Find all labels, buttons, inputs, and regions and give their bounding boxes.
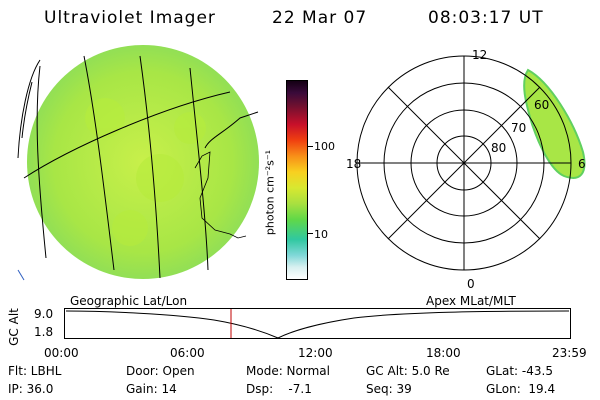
gain-readout: Gain: 14 <box>126 382 177 396</box>
polar-grid <box>356 55 572 271</box>
mlt-label-0: 0 <box>467 277 475 291</box>
gc-alt-readout: GC Alt: 5.0 Re <box>366 364 450 378</box>
apex-caption: Apex MLat/MLT <box>426 294 516 308</box>
geo-lat-readout: GLat: -43.5 <box>486 364 553 378</box>
door-readout: Door: Open <box>126 364 195 378</box>
altitude-curve <box>65 310 570 339</box>
colorbar-tick-label: 100 <box>314 140 335 153</box>
imager-title: Ultraviolet Imager <box>44 8 216 28</box>
mlat-label-80: 80 <box>491 141 507 155</box>
geographic-caption: Geographic Lat/Lon <box>70 294 188 308</box>
mlat-label-70: 70 <box>511 121 527 135</box>
mlt-label-6: 6 <box>578 157 586 171</box>
geo-lon-readout: GLon: 19.4 <box>486 382 556 396</box>
observation-date: 22 Mar 07 <box>272 8 368 28</box>
lat-lon-grid <box>17 55 231 279</box>
altitude-timeline <box>64 308 571 339</box>
coastline-fragment <box>17 269 25 281</box>
auroral-oval <box>523 68 586 179</box>
colorbar-tick-10 <box>308 233 313 234</box>
colorbar-unit-label: photon cm⁻²s⁻¹ <box>263 149 277 236</box>
ip-readout: IP: 36.0 <box>8 382 54 396</box>
altitude-axis-label: GC Alt <box>7 308 21 346</box>
time-tick-label: 23:59 <box>552 346 587 360</box>
polar-mlt-plot <box>356 55 586 271</box>
mlt-label-18: 18 <box>346 157 362 171</box>
time-tick-label: 18:00 <box>426 346 461 360</box>
altitude-min-label: 1.8 <box>34 325 54 339</box>
colorbar-tick-100 <box>308 146 313 147</box>
mode-readout: Mode: Normal <box>246 364 330 378</box>
mlat-label-60: 60 <box>534 98 550 112</box>
colorbar-tick-label: 10 <box>314 228 328 241</box>
geographic-image <box>17 45 259 281</box>
dsp-readout: Dsp: -7.1 <box>246 382 312 396</box>
color-scale-bar <box>286 80 308 280</box>
coastline-detail <box>194 151 247 239</box>
filter-readout: Flt: LBHL <box>8 364 62 378</box>
time-tick-label: 06:00 <box>170 346 205 360</box>
time-tick-label: 12:00 <box>298 346 333 360</box>
coastline <box>204 111 259 149</box>
mlt-label-12: 12 <box>472 48 488 62</box>
sequence-readout: Seq: 39 <box>366 382 412 396</box>
observation-time: 08:03:17 UT <box>428 8 544 28</box>
altitude-max-label: 9.0 <box>34 307 54 321</box>
time-tick-label: 00:00 <box>44 346 79 360</box>
